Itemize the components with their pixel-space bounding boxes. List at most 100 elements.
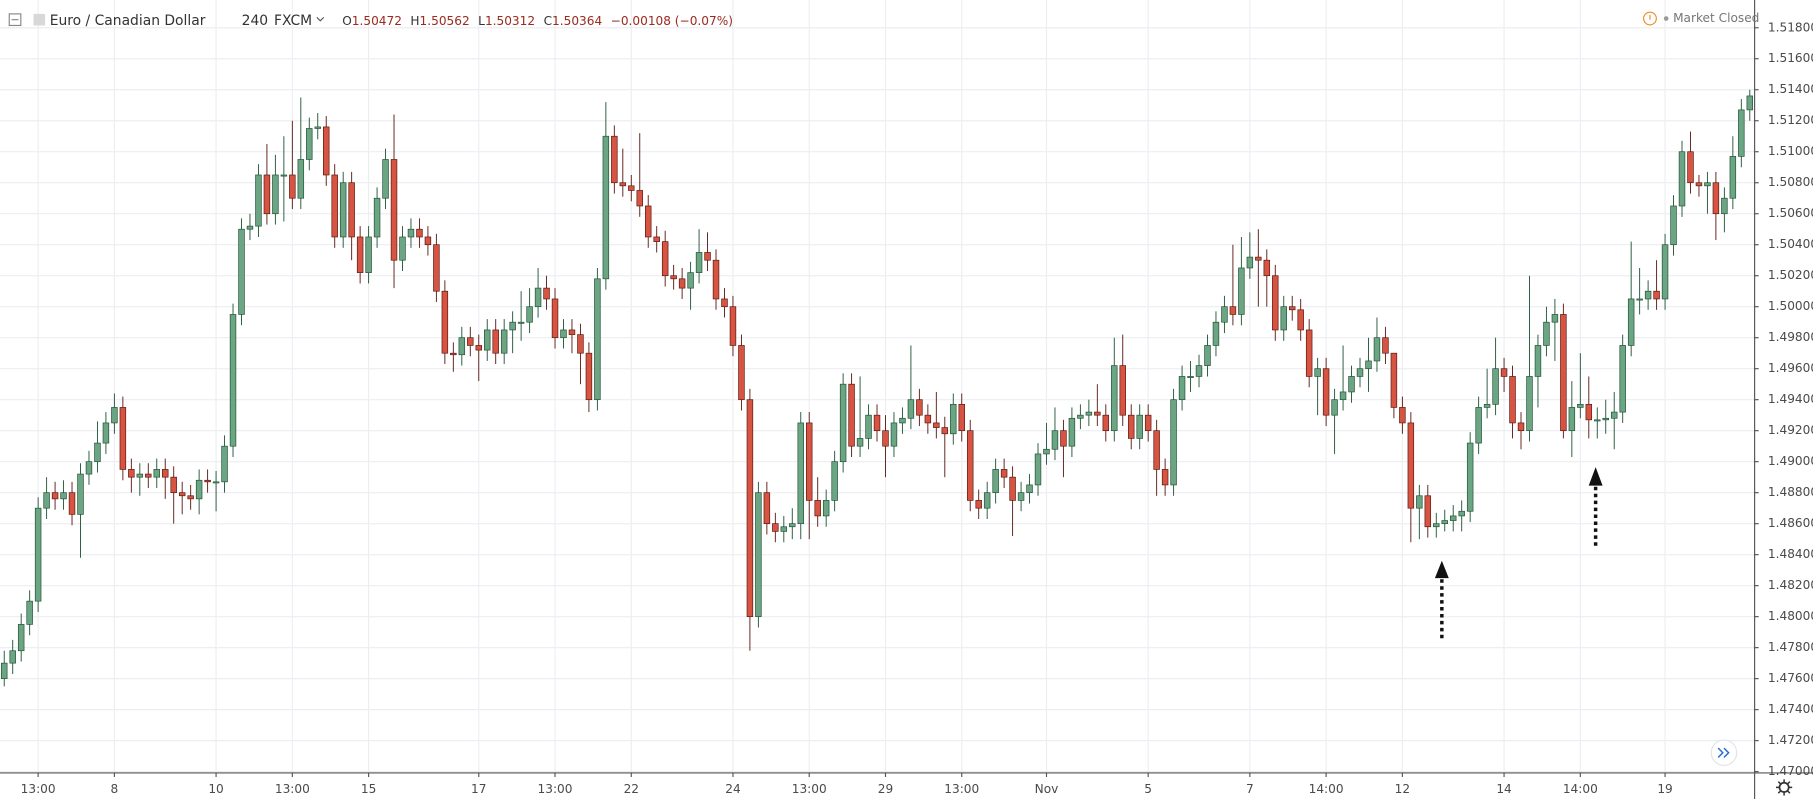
y-tick-label: 1.50000 xyxy=(1768,299,1813,313)
candle-body xyxy=(145,473,152,478)
candle-body xyxy=(882,430,889,447)
candle-body xyxy=(1449,515,1457,521)
y-tick-label: 1.49600 xyxy=(1768,361,1813,375)
y-tick-label: 1.48200 xyxy=(1768,578,1813,592)
candle-body xyxy=(975,500,982,509)
axes: 1.47000 1.47200 1.47400 1.47600 1.47800 1.480… xyxy=(21,20,1813,796)
candle-body xyxy=(1543,321,1550,346)
candle-body xyxy=(1161,469,1169,486)
dropdown-icon[interactable] xyxy=(316,16,325,22)
scroll-icon xyxy=(1717,747,1730,758)
candle-body xyxy=(1221,306,1228,323)
candle-body xyxy=(170,476,177,494)
candle-body xyxy=(1077,414,1084,419)
candle-body xyxy=(534,287,542,308)
candle-body xyxy=(585,352,593,401)
candle-body xyxy=(272,174,279,215)
candle-body xyxy=(839,383,847,463)
candle-body xyxy=(60,492,67,500)
candle-body xyxy=(1560,314,1567,432)
symbol[interactable]: Euro / Canadian Dollar xyxy=(50,13,206,29)
candle-body xyxy=(755,492,762,617)
candle-body xyxy=(1127,414,1135,439)
ohlc-label: O xyxy=(342,13,352,27)
candle-body xyxy=(670,275,677,280)
y-tick-label: 1.48800 xyxy=(1768,485,1813,499)
candle-body xyxy=(1195,365,1203,377)
candle-body xyxy=(1297,309,1304,331)
source[interactable]: FXCM xyxy=(274,13,312,29)
candle-body xyxy=(1636,298,1643,301)
candle-body xyxy=(1288,306,1296,311)
ohlc-value: 1.50472 xyxy=(352,13,402,27)
candle-body xyxy=(1111,365,1118,432)
candle-body xyxy=(1060,430,1067,447)
candle-body xyxy=(1416,495,1423,509)
candle-body xyxy=(314,126,321,129)
y-tick-label: 1.48000 xyxy=(1768,609,1813,623)
candle-body xyxy=(280,174,288,177)
interval[interactable]: 240 xyxy=(242,13,268,29)
candle-body xyxy=(1009,476,1016,501)
candle-body xyxy=(1017,492,1025,501)
candle-body xyxy=(1212,321,1220,346)
candle-body xyxy=(229,314,237,447)
candle-body xyxy=(1610,411,1618,419)
collapse-button[interactable] xyxy=(8,13,22,27)
y-tick-label: 1.51600 xyxy=(1768,51,1813,65)
y-tick-label: 1.51400 xyxy=(1768,82,1813,96)
market-status: Market Closed xyxy=(1673,11,1759,25)
candle-body xyxy=(1119,365,1126,416)
candle-body xyxy=(306,128,313,160)
y-tick-label: 1.48400 xyxy=(1768,547,1813,561)
candle-body xyxy=(1509,376,1516,424)
candle-body xyxy=(1458,510,1465,517)
candle-body xyxy=(407,228,415,238)
candle-body xyxy=(1204,345,1211,366)
x-tick-label: 19 xyxy=(1657,782,1672,796)
candle-body xyxy=(356,236,364,273)
candle-body xyxy=(568,329,576,335)
candle-body xyxy=(246,225,254,230)
candle-body xyxy=(1433,523,1440,528)
candle-body xyxy=(924,414,932,424)
x-tick-label: 13:00 xyxy=(944,782,979,796)
candle-body xyxy=(729,306,737,346)
candle-body xyxy=(848,383,855,447)
annotation-arrowhead xyxy=(1588,467,1603,486)
candle-body xyxy=(26,600,33,625)
candle-body xyxy=(907,399,915,419)
status-dot xyxy=(1663,16,1669,21)
candle-body xyxy=(526,306,533,323)
settings-icon xyxy=(1776,779,1793,796)
candle-body xyxy=(1399,407,1406,424)
candle-body xyxy=(1102,414,1110,432)
x-tick-label: Nov xyxy=(1035,782,1059,796)
candle-body xyxy=(85,461,93,475)
candle-body xyxy=(1229,306,1237,315)
candle-body xyxy=(323,126,330,176)
ohlc-label: C xyxy=(544,13,552,27)
ohlc-label: H xyxy=(410,13,419,27)
candle-body xyxy=(43,492,50,509)
candle-body xyxy=(814,500,821,517)
candle-body xyxy=(1170,399,1177,486)
candle-body xyxy=(1187,376,1194,378)
candle-body xyxy=(1687,151,1694,184)
x-tick-label: 17 xyxy=(471,782,486,796)
scroll-to-end-button[interactable] xyxy=(1710,739,1738,767)
candle-body xyxy=(77,473,84,515)
candle-body xyxy=(1263,259,1271,277)
candle-body xyxy=(1738,109,1745,157)
candle-body xyxy=(1238,267,1245,315)
candle-body xyxy=(1034,453,1042,486)
y-tick-label: 1.47000 xyxy=(1768,764,1813,778)
x-tick-label: 29 xyxy=(878,782,893,796)
candle-body xyxy=(636,190,643,207)
candle-body xyxy=(1424,495,1432,528)
candle-body xyxy=(1721,197,1728,215)
candle-body xyxy=(1602,417,1609,421)
candle-body xyxy=(831,461,838,501)
ohlc-value: 1.50312 xyxy=(485,13,535,27)
y-tick-label: 1.50600 xyxy=(1768,206,1813,220)
